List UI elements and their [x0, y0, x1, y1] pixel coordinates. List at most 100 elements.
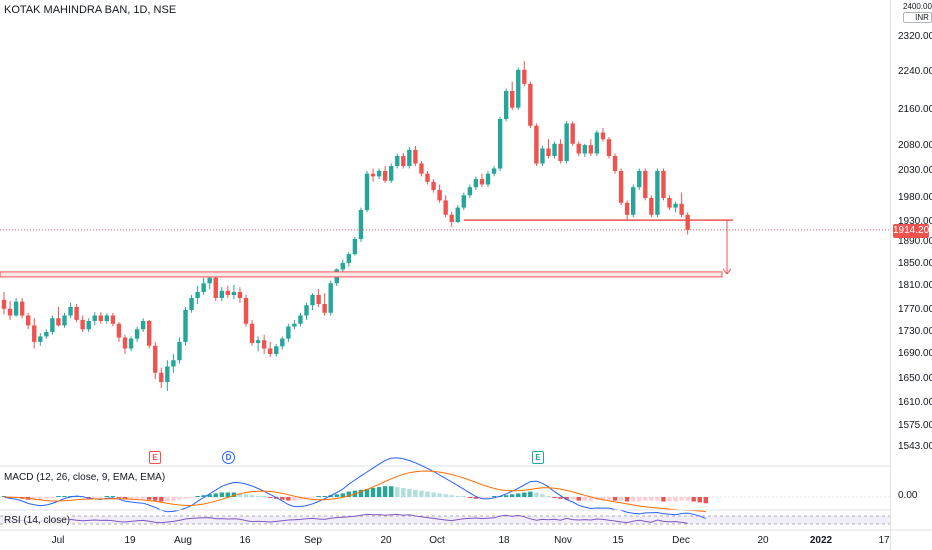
- macd-label[interactable]: MACD (12, 26, close, 9, EMA, EMA): [4, 472, 166, 483]
- candle-body: [280, 338, 285, 347]
- candle-body: [467, 187, 473, 196]
- candle-body: [606, 139, 612, 156]
- macd-histogram-bar: [231, 492, 237, 497]
- candle-body: [183, 310, 188, 342]
- price-axis[interactable]: 2320.00 2240.00 2160.00 2080.00 2030.00 1980.…: [890, 0, 932, 550]
- macd-histogram-bar: [249, 495, 255, 497]
- candle-body: [213, 277, 218, 298]
- candle-body: [510, 91, 515, 108]
- price-axis-label: 1610.00: [898, 397, 932, 408]
- macd-histogram-bar: [358, 489, 364, 497]
- candle-body: [159, 372, 164, 382]
- macd-histogram-bar: [56, 496, 61, 497]
- symbol-title[interactable]: KOTAK MAHINDRA BAN, 1D, NSE: [4, 4, 177, 16]
- macd-histogram-bar: [213, 493, 218, 497]
- candle-body: [225, 290, 231, 295]
- macd-histogram-bar: [147, 497, 152, 500]
- macd-histogram-bar: [473, 497, 479, 499]
- macd-histogram-bar: [534, 492, 539, 497]
- macd-histogram-bar: [364, 488, 370, 497]
- price-axis-label: 2320.00: [898, 31, 932, 42]
- macd-histogram-bar: [510, 494, 515, 497]
- macd-histogram-bar: [540, 494, 545, 497]
- macd-histogram-bar: [322, 496, 327, 497]
- candle-body: [594, 132, 600, 154]
- macd-histogram-bar: [467, 497, 473, 498]
- candle-body: [407, 150, 412, 166]
- time-axis-label: 19: [124, 535, 136, 546]
- time-axis-label: Nov: [554, 535, 572, 546]
- candle-body: [673, 203, 678, 208]
- candle-body: [86, 321, 91, 330]
- time-axis-label: 2022: [809, 535, 833, 546]
- macd-histogram-bar: [219, 492, 224, 497]
- macd-histogram-bar: [582, 497, 587, 501]
- macd-histogram-bar: [165, 497, 170, 502]
- earnings-event-marker[interactable]: E: [149, 451, 161, 464]
- candle-body: [237, 292, 243, 298]
- candle-body: [249, 323, 255, 343]
- macd-pane[interactable]: [0, 457, 890, 520]
- currency-badge[interactable]: 2400.00 INR: [903, 2, 932, 23]
- candle-body: [528, 83, 533, 126]
- candle-body: [376, 171, 382, 177]
- price-axis-label: 1980.00: [898, 192, 932, 203]
- candle-body: [62, 315, 67, 326]
- dividend-event-marker[interactable]: D: [222, 451, 235, 464]
- earnings-event-marker[interactable]: E: [532, 451, 544, 464]
- macd-histogram-bar: [98, 497, 103, 498]
- candle-body: [7, 308, 13, 316]
- macd-histogram-bar: [243, 494, 249, 497]
- candle-body: [74, 307, 79, 320]
- macd-histogram-bar: [528, 491, 533, 497]
- candle-body: [316, 295, 321, 304]
- candle-body: [68, 307, 73, 316]
- time-axis-label: Jul: [51, 535, 65, 546]
- rsi-pane[interactable]: [0, 513, 890, 525]
- macd-histogram-bar: [382, 486, 388, 497]
- macd-histogram-bar: [413, 489, 418, 497]
- candle-body: [667, 198, 672, 208]
- candle-body: [322, 304, 327, 313]
- macd-histogram-bar: [637, 497, 642, 502]
- candle-body: [588, 145, 594, 154]
- candle-body: [32, 325, 37, 342]
- candle-body: [104, 315, 110, 321]
- macd-histogram-bar: [237, 493, 243, 497]
- macd-histogram-bar: [431, 492, 436, 497]
- macd-histogram-bar: [316, 496, 321, 497]
- candle-body: [425, 173, 430, 182]
- macd-histogram-bar: [443, 494, 448, 497]
- candle-body: [110, 315, 116, 324]
- macd-histogram-bar: [116, 497, 122, 498]
- candle-body: [491, 168, 497, 174]
- candle-body: [679, 203, 684, 215]
- candle-body: [618, 171, 624, 203]
- candle-body: [461, 195, 466, 208]
- rsi-label[interactable]: RSI (14, close): [4, 515, 71, 526]
- macd-histogram-bar: [407, 488, 412, 497]
- macd-histogram-bar: [1, 496, 7, 497]
- macd-histogram-bar: [280, 497, 285, 500]
- macd-histogram-bar: [171, 497, 176, 501]
- macd-histogram-bar: [128, 497, 134, 499]
- candle-body: [600, 132, 606, 140]
- time-axis-label: Dec: [672, 535, 690, 546]
- macd-histogram-bar: [177, 497, 182, 500]
- candle-body: [370, 173, 376, 177]
- price-axis-label: 1770.00: [898, 304, 932, 315]
- time-axis-label: 20: [757, 535, 769, 546]
- price-pane[interactable]: [0, 61, 890, 391]
- candle-body: [19, 301, 25, 316]
- candle-body: [92, 315, 97, 321]
- candle-body: [255, 340, 261, 343]
- candle-body: [261, 340, 267, 349]
- price-axis-label: 2030.00: [898, 165, 932, 176]
- candle-body: [564, 123, 569, 161]
- price-axis-label: 2080.00: [898, 140, 932, 151]
- macd-histogram-bar: [588, 497, 594, 501]
- macd-histogram-bar: [32, 497, 37, 500]
- macd-histogram-bar: [491, 496, 497, 497]
- macd-histogram-bar: [449, 495, 454, 497]
